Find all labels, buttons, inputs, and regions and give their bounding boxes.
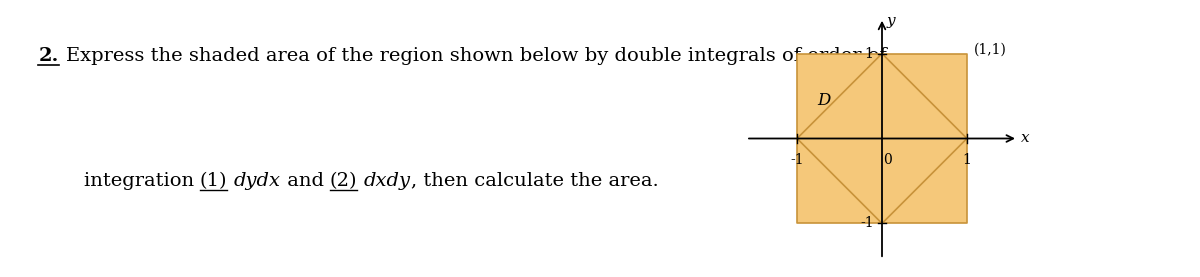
Text: x: x [1020, 132, 1030, 145]
Text: 1: 1 [865, 47, 874, 61]
Text: and: and [281, 172, 330, 190]
Text: (1,1): (1,1) [973, 42, 1007, 56]
Text: , then calculate the area.: , then calculate the area. [410, 172, 659, 190]
Text: Express the shaded area of the region shown below by double integrals of order o: Express the shaded area of the region sh… [66, 47, 887, 65]
Text: (1): (1) [200, 172, 227, 190]
Text: 2.: 2. [38, 47, 59, 65]
Text: -1: -1 [860, 216, 874, 230]
Text: D: D [817, 92, 830, 109]
Text: 1: 1 [962, 153, 971, 167]
Text: integration: integration [84, 172, 200, 190]
Text: (2): (2) [330, 172, 358, 190]
Text: 0: 0 [883, 153, 893, 167]
Text: y: y [887, 14, 895, 29]
Text: -1: -1 [791, 153, 804, 167]
Text: dxdy: dxdy [364, 172, 410, 190]
Text: dydx: dydx [234, 172, 281, 190]
